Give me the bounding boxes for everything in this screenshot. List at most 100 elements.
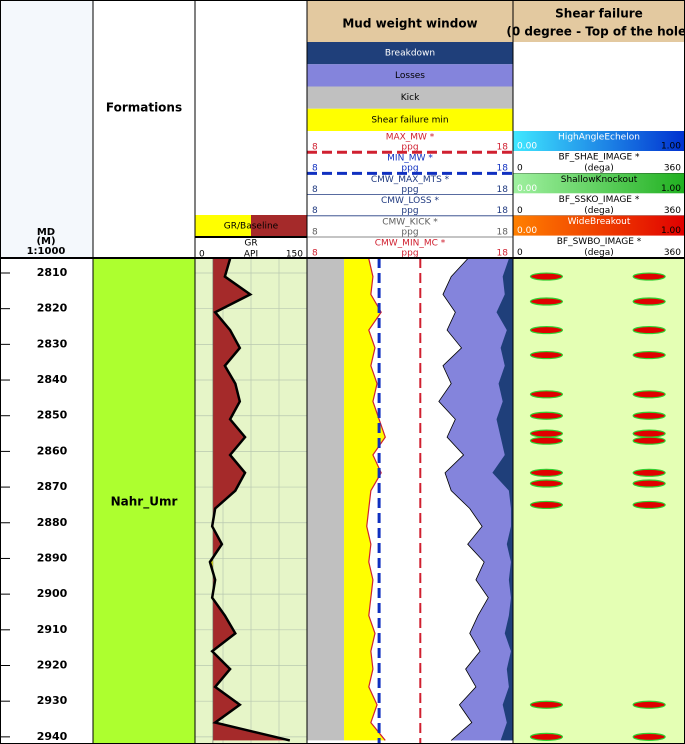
depth-label: 2830 xyxy=(37,337,68,350)
image-curve: BF_SWBO_IMAGE * xyxy=(557,237,642,247)
image-curve: BF_SHAE_IMAGE * xyxy=(558,153,640,163)
image-curve: BF_SSKO_IMAGE * xyxy=(559,195,640,205)
losses-curve xyxy=(438,258,489,741)
md-unit: (M) xyxy=(36,236,55,247)
curve-unit: ppg xyxy=(401,143,418,153)
formation-zone xyxy=(93,258,195,744)
image-range-max: 1.00 xyxy=(661,142,681,152)
depth-label: 2940 xyxy=(37,730,68,743)
curve-max: 18 xyxy=(497,227,509,237)
breakout xyxy=(529,325,564,335)
legend-swatch xyxy=(307,42,513,65)
depth-label: 2900 xyxy=(37,587,68,600)
image-color-bar xyxy=(513,173,685,194)
breakout xyxy=(632,700,666,709)
gr-unit: API xyxy=(244,250,258,260)
breakout xyxy=(632,479,666,488)
kick-fill xyxy=(307,258,345,741)
breakdown-fill xyxy=(492,258,513,741)
curve-name: MIN_MW * xyxy=(387,154,433,164)
formation-name: Nahr_Umr xyxy=(111,495,178,510)
breakout xyxy=(529,468,564,477)
image-unit: (dega) xyxy=(584,248,614,258)
curve-unit: ppg xyxy=(401,227,418,237)
gr-fill-swatch xyxy=(195,215,251,237)
legend-swatch xyxy=(307,64,513,87)
formations-title: Formations xyxy=(106,101,182,115)
image-unit: (dega) xyxy=(584,206,614,216)
curve-name: CMW_MIN_MC * xyxy=(375,239,446,249)
depth-label: 2870 xyxy=(37,480,68,493)
breakout xyxy=(632,500,666,510)
gr-curve xyxy=(208,258,291,742)
breakout xyxy=(529,479,564,488)
shear-title: Shear failure xyxy=(555,7,643,21)
image-unit: (dega) xyxy=(584,164,614,174)
image-max: 360 xyxy=(664,164,681,174)
md-scale: 1:1000 xyxy=(27,246,66,257)
breakout xyxy=(632,429,666,438)
image-name: HighAngleEchelon xyxy=(558,133,640,143)
breakout xyxy=(632,350,666,360)
md-header-bg xyxy=(0,0,93,258)
shear-subtitle: (0 degree - Top of the hole) xyxy=(506,25,685,39)
legend-swatch xyxy=(307,108,513,131)
image-min: 0 xyxy=(517,164,523,174)
depth-label: 2810 xyxy=(37,266,68,279)
depth-label: 2880 xyxy=(37,516,68,529)
curve-min: 8 xyxy=(312,249,318,259)
curve-min: 8 xyxy=(312,164,318,174)
breakout xyxy=(529,700,564,709)
breakout xyxy=(529,297,564,306)
curve-name: MAX_MW * xyxy=(386,133,435,143)
image-range-min: 0.00 xyxy=(517,226,537,236)
breakout xyxy=(632,411,666,420)
breakout xyxy=(529,732,564,741)
curve-unit: ppg xyxy=(401,164,418,174)
md-title: MD xyxy=(37,227,55,238)
image-name: ShallowKnockout xyxy=(561,175,638,185)
legend-swatch xyxy=(307,86,513,109)
mud-title: Mud weight window xyxy=(342,17,477,31)
breakout xyxy=(529,272,564,281)
image-range-min: 0.00 xyxy=(517,184,537,194)
breakout xyxy=(632,436,666,445)
curve-name: CMW_MAX_MTS * xyxy=(371,175,450,185)
shear-header-bg xyxy=(513,0,685,42)
depth-label: 2850 xyxy=(37,409,68,422)
curve-max: 18 xyxy=(497,185,509,195)
curve-unit: ppg xyxy=(401,249,418,259)
legend-label: Shear failure min xyxy=(371,115,448,125)
curve-min: 8 xyxy=(312,227,318,237)
gr-scale-max: 150 xyxy=(286,250,303,260)
curve-max: 18 xyxy=(497,164,509,174)
depth-label: 2890 xyxy=(37,551,68,564)
breakout xyxy=(529,350,564,360)
legend-label: Kick xyxy=(401,93,420,103)
breakout xyxy=(632,732,666,741)
image-max: 360 xyxy=(664,248,681,258)
mud-header-bg xyxy=(307,0,513,42)
image-color-bar xyxy=(513,215,685,236)
depth-label: 2820 xyxy=(37,302,68,315)
curve-unit: ppg xyxy=(401,206,418,216)
breakout xyxy=(529,411,564,420)
depth-label: 2920 xyxy=(37,658,68,671)
breakout xyxy=(632,272,666,281)
curve-min: 8 xyxy=(312,143,318,153)
depth-label: 2860 xyxy=(37,444,68,457)
breakout xyxy=(529,500,564,510)
shear-min-curve xyxy=(366,258,386,741)
legend-label: Losses xyxy=(395,71,425,81)
curve-min: 8 xyxy=(312,185,318,195)
image-range-max: 1.00 xyxy=(661,226,681,236)
image-max: 360 xyxy=(664,206,681,216)
curve-max: 18 xyxy=(497,143,509,153)
breakout xyxy=(632,468,666,477)
gr-curve-name: GR xyxy=(244,239,257,249)
curve-name: CMW_LOSS * xyxy=(381,196,440,206)
curve-unit: ppg xyxy=(401,185,418,195)
image-min: 0 xyxy=(517,206,523,216)
